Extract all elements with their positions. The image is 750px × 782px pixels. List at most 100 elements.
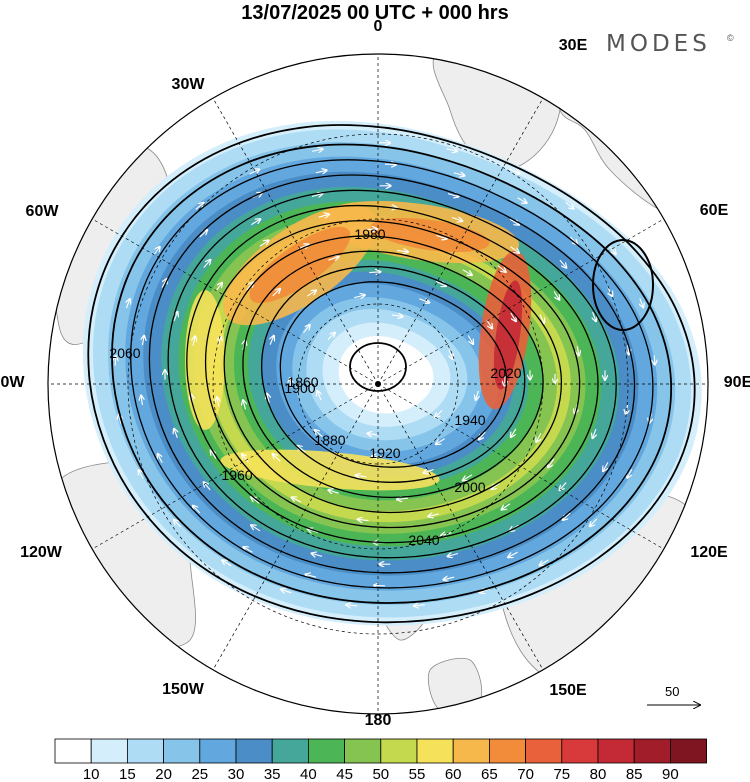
wind-arrow-27 [328, 490, 339, 493]
contour-label-1940: 1940 [454, 412, 485, 428]
lon-label-120E: 120E [690, 544, 728, 561]
wind-arrow-51 [536, 433, 542, 442]
wind-arrow-107 [603, 462, 609, 472]
height-contours: 1860188019001920194019601980200020202040… [87, 124, 696, 624]
wind-arrow-117 [126, 299, 129, 309]
wind-arrow-77 [203, 260, 211, 268]
wind-arrow-23 [486, 319, 492, 328]
colorbar-label-45: 45 [336, 766, 353, 782]
wind-arrow-120 [249, 169, 260, 175]
wind-arrow-31 [272, 289, 280, 297]
wind-arrow-82 [509, 218, 519, 225]
wind-arrow-73 [204, 482, 211, 491]
colorbar-box-6 [271, 738, 309, 764]
colorbar-box-13 [525, 738, 563, 764]
wind-arrow-112 [306, 574, 317, 577]
wind-arrow-32 [328, 257, 338, 260]
wind-arrow-128 [654, 355, 655, 364]
wind-arrow-42 [217, 397, 219, 407]
contour-line-2000 [148, 174, 636, 574]
wind-arrow-64 [510, 246, 519, 253]
wind-arrow-102 [517, 197, 527, 203]
contour-label-1920: 1920 [369, 445, 400, 461]
wind-arrow-44 [246, 282, 254, 291]
jet-core-3 [249, 226, 351, 304]
wind-arrow-17 [297, 446, 306, 453]
wind-arrow-59 [215, 283, 222, 292]
wind-arrow-134 [414, 605, 425, 606]
contour-line-1920 [223, 235, 562, 514]
wind-arrow-68 [548, 458, 555, 467]
wind-arrow-61 [318, 214, 330, 217]
colorbar-box-17 [670, 738, 708, 764]
wind-arrow-14 [476, 390, 479, 400]
wind-arrow-105 [628, 344, 629, 354]
wind-arrow-89 [448, 554, 459, 557]
wind-arrow-76 [174, 312, 177, 322]
wind-arrow-132 [540, 559, 549, 566]
wind-arrow-126 [609, 245, 616, 254]
colorbar-box-2 [127, 738, 165, 764]
wind-arrow-37 [511, 428, 517, 437]
meridian-30 [377, 98, 544, 385]
wind-arrow-123 [446, 149, 457, 151]
wind-arrow-131 [590, 518, 598, 526]
contour-line-1900 [242, 250, 544, 499]
wind-arrow-29 [243, 400, 246, 410]
meridian-300 [92, 218, 379, 385]
colorbar-label-50: 50 [372, 766, 389, 782]
colorbar-box-9 [380, 738, 418, 764]
wind-arrow-127 [640, 298, 643, 307]
wind-arrow-109 [508, 551, 518, 557]
wind-arrow-26 [397, 498, 408, 499]
wind-arrow-137 [222, 560, 232, 567]
meridian-60 [377, 218, 664, 385]
colorbar-label-15: 15 [119, 766, 136, 782]
wind-arrow-94 [141, 396, 142, 406]
colorbar-label-55: 55 [409, 766, 426, 782]
lon-label-90W: 90W [0, 374, 25, 391]
lon-label-150W: 150W [162, 681, 204, 698]
wind-arrow-91 [312, 553, 323, 556]
wind-arrow-116 [115, 356, 116, 366]
colorbar-box-12 [488, 738, 526, 764]
wind-band-17 [338, 336, 434, 414]
colorbar-label-75: 75 [553, 766, 570, 782]
lon-label-120W: 120W [20, 544, 62, 561]
contour-label-2060: 2060 [109, 345, 140, 361]
colorbar-label-25: 25 [191, 766, 208, 782]
brand-logo: MODES [606, 31, 711, 57]
colorbar-box-11 [452, 738, 490, 764]
contour-label-2020: 2020 [490, 365, 521, 381]
colorbar-label-60: 60 [445, 766, 462, 782]
colorbar-box-10 [416, 738, 454, 764]
parallel-0 [297, 303, 459, 465]
lon-label-60E: 60E [699, 202, 729, 219]
wind-arrow-133 [480, 589, 491, 593]
meridian-120 [377, 383, 664, 550]
contour-line-1960 [186, 204, 599, 544]
colorbar-label-70: 70 [517, 766, 534, 782]
colorbar-box-16 [633, 738, 671, 764]
wind-arrow-2 [317, 391, 321, 401]
wind-arrow-33 [396, 251, 408, 252]
wind-arrow-46 [365, 229, 377, 230]
wind-arrow-97 [199, 230, 207, 238]
wind-arrow-81 [447, 194, 459, 197]
reference-vector-label: 50 [665, 684, 680, 699]
lon-label-150E: 150E [549, 682, 587, 699]
wind-arrow-135 [346, 605, 358, 606]
wind-arrow-39 [358, 519, 369, 520]
colorbar-box-15 [597, 738, 635, 764]
wind-arrow-40 [292, 497, 302, 503]
lon-label-30W: 30W [171, 76, 205, 93]
contour-label-1960: 1960 [221, 467, 252, 483]
lon-label-90E: 90E [723, 374, 750, 391]
colorbar-box-4 [199, 738, 237, 764]
wind-arrow-125 [565, 201, 574, 209]
wind-arrow-66 [577, 346, 579, 355]
wind-arrow-20 [307, 290, 316, 297]
contour-line-1860 [279, 281, 508, 468]
wind-arrow-65 [553, 291, 559, 299]
